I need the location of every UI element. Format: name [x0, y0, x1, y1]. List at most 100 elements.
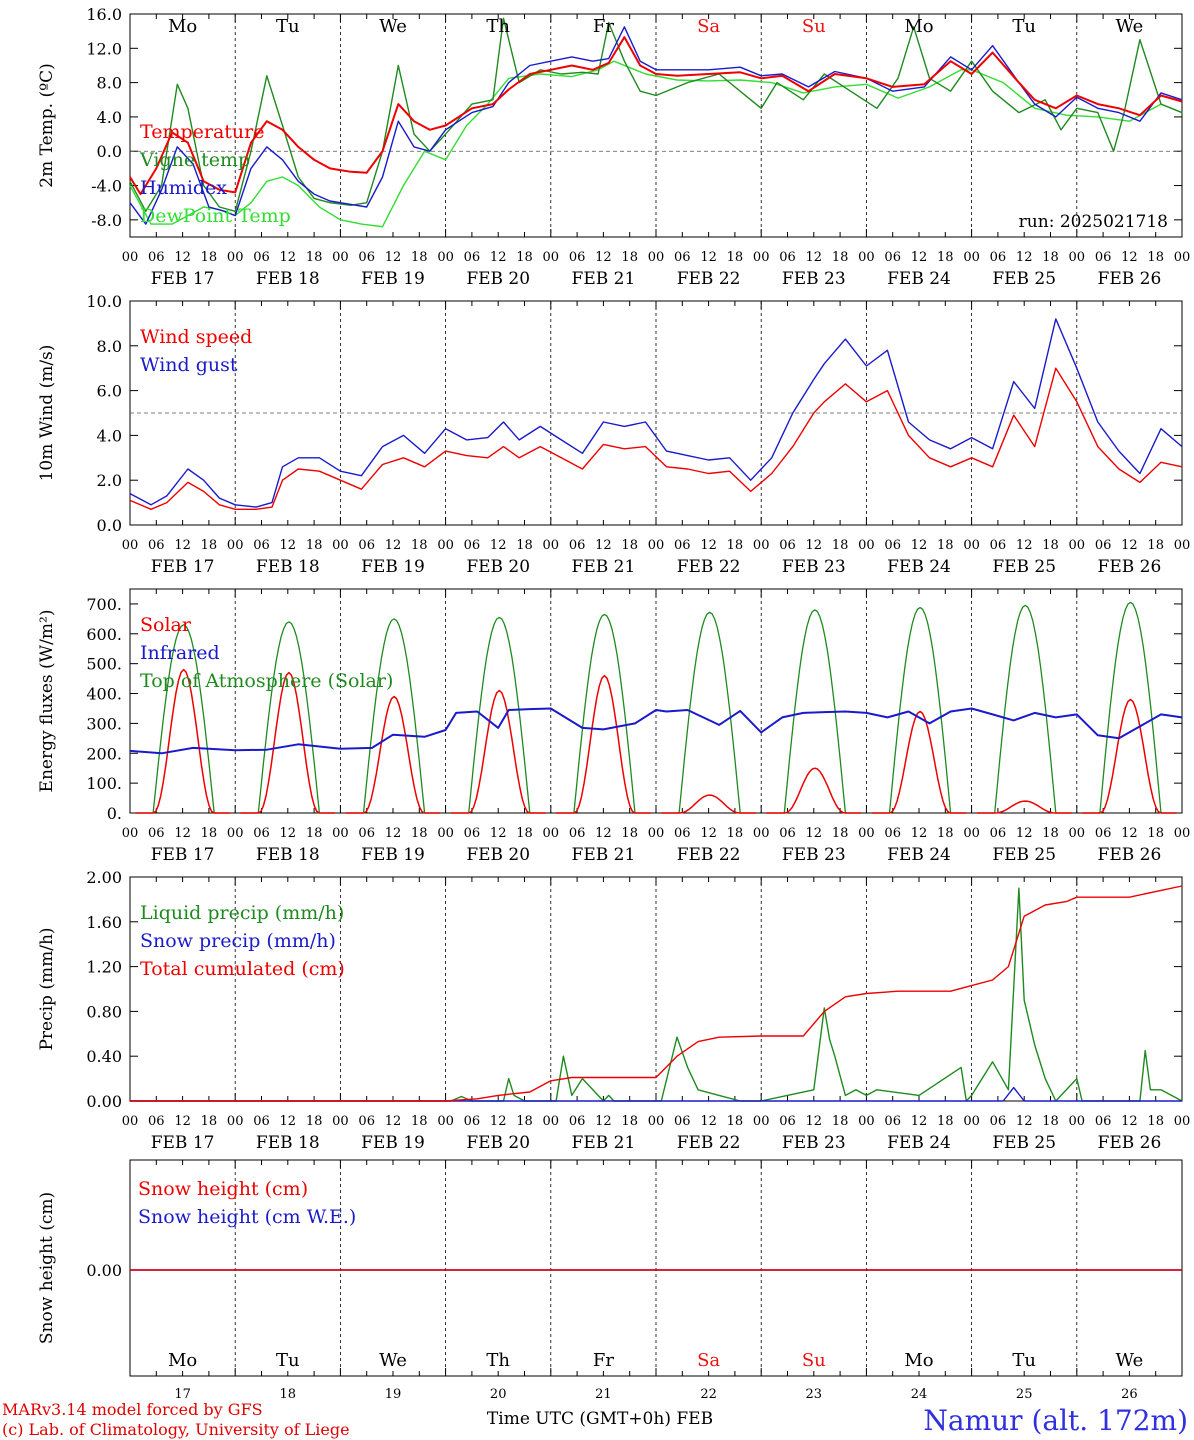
legend-entry: Wind speed	[140, 326, 252, 348]
hour-tick-label: 18	[832, 826, 849, 841]
hour-tick-label: 06	[253, 826, 270, 841]
hour-tick-label: 12	[806, 1114, 823, 1129]
hour-tick-label: 00	[1174, 250, 1191, 265]
day-number: 19	[385, 1387, 402, 1402]
day-name: Su	[802, 1350, 826, 1371]
hour-tick-label: 18	[727, 1114, 744, 1129]
toa-day-curve	[135, 624, 230, 814]
hour-tick-label: 12	[1121, 250, 1138, 265]
hour-tick-label: 18	[411, 250, 428, 265]
hour-tick-label: 00	[753, 826, 770, 841]
y-axis-label: 2m Temp. (ºC)	[37, 63, 57, 188]
y-axis-label: Snow height (cm)	[37, 1192, 57, 1344]
y-tick-label: 600.	[86, 625, 122, 644]
legend-entry: Snow precip (mm/h)	[140, 930, 336, 952]
date-label: FEB 17	[151, 845, 215, 865]
day-name: We	[1116, 16, 1144, 37]
hour-tick-label: 06	[569, 826, 586, 841]
plot-frame	[129, 13, 1183, 238]
date-label: FEB 17	[151, 557, 215, 577]
hour-tick-label: 06	[464, 1114, 481, 1129]
date-label: FEB 19	[361, 557, 425, 577]
toa-day-curve	[976, 604, 1072, 814]
hour-tick-label: 06	[779, 1114, 796, 1129]
hour-tick-label: 00	[437, 1114, 454, 1129]
hour-tick-label: 12	[595, 826, 612, 841]
hour-tick-label: 06	[148, 826, 165, 841]
hour-tick-label: 12	[700, 826, 717, 841]
hour-tick-label: 00	[1174, 538, 1191, 553]
day-number: 25	[1016, 1387, 1033, 1402]
y-tick-label: 300.	[86, 714, 122, 733]
hour-tick-label: 18	[621, 1114, 638, 1129]
hour-tick-label: 00	[648, 1114, 665, 1129]
hour-tick-label: 00	[437, 538, 454, 553]
hour-tick-label: 06	[1095, 1114, 1112, 1129]
hour-tick-label: 06	[779, 538, 796, 553]
hour-tick-label: 12	[280, 826, 297, 841]
y-tick-label: 100.	[86, 774, 122, 793]
series-line	[129, 17, 1183, 213]
hour-tick-label: 18	[411, 1114, 428, 1129]
solar-day-curve	[976, 800, 1072, 814]
hour-tick-label: 18	[1147, 1114, 1164, 1129]
y-tick-label: 0.80	[86, 1002, 122, 1021]
hour-tick-label: 00	[332, 1114, 349, 1129]
y-tick-label: 0.	[107, 804, 122, 823]
hour-tick-label: 06	[990, 826, 1007, 841]
hour-tick-label: 12	[490, 538, 507, 553]
date-label: FEB 24	[887, 845, 951, 865]
hour-tick-label: 18	[621, 250, 638, 265]
toa-day-curve	[240, 621, 336, 814]
hour-tick-label: 06	[884, 538, 901, 553]
hour-tick-label: 12	[385, 1114, 402, 1129]
date-label: FEB 22	[677, 269, 741, 289]
hour-tick-label: 18	[201, 250, 218, 265]
toa-day-curve	[1082, 601, 1177, 814]
date-label: FEB 20	[466, 845, 530, 865]
date-label: FEB 23	[782, 269, 846, 289]
legend-entry: Vigne temp	[139, 149, 250, 171]
hour-tick-label: 06	[1095, 538, 1112, 553]
legend-entry: Infrared	[140, 642, 220, 664]
hour-tick-label: 18	[832, 538, 849, 553]
date-label: FEB 24	[887, 1133, 951, 1153]
y-tick-label: 6.0	[97, 382, 122, 401]
hour-tick-label: 18	[306, 250, 323, 265]
hour-tick-label: 00	[858, 1114, 875, 1129]
hour-tick-label: 18	[937, 826, 954, 841]
hour-tick-label: 00	[1069, 250, 1086, 265]
hour-tick-label: 12	[911, 1114, 928, 1129]
legend-entry: Total cumulated (cm)	[140, 958, 345, 980]
day-name: Mo	[904, 16, 933, 37]
day-name: Su	[802, 16, 826, 37]
hour-tick-label: 06	[779, 250, 796, 265]
hour-tick-label: 12	[174, 538, 191, 553]
hour-tick-label: 12	[806, 826, 823, 841]
hour-tick-label: 00	[753, 250, 770, 265]
hour-tick-label: 12	[385, 250, 402, 265]
hour-tick-label: 12	[806, 538, 823, 553]
panel-energy: 0. 100. 200. 300. 400. 500. 600. 700. Energy flu…	[37, 588, 1190, 865]
hour-tick-label: 12	[1016, 826, 1033, 841]
y-tick-label: 0.0	[97, 516, 122, 535]
hour-tick-label: 12	[280, 250, 297, 265]
date-label: FEB 22	[677, 1133, 741, 1153]
lab-credit: (c) Lab. of Climatology, University of L…	[2, 1420, 350, 1439]
hour-tick-label: 06	[464, 826, 481, 841]
y-tick-label: 400.	[86, 685, 122, 704]
hour-tick-label: 12	[490, 826, 507, 841]
toa-day-curve	[766, 609, 862, 814]
hour-tick-label: 12	[700, 1114, 717, 1129]
day-number: 26	[1121, 1387, 1138, 1402]
day-name: Fr	[593, 16, 614, 37]
y-tick-label: 12.0	[86, 39, 122, 58]
y-tick-label: 0.40	[86, 1047, 122, 1066]
hour-tick-label: 18	[727, 826, 744, 841]
hour-tick-label: 00	[1174, 1114, 1191, 1129]
hour-tick-label: 18	[1147, 538, 1164, 553]
day-name: Th	[486, 1350, 510, 1371]
day-number: 18	[280, 1387, 297, 1402]
date-label: FEB 18	[256, 845, 320, 865]
day-name: Sa	[697, 1350, 720, 1371]
